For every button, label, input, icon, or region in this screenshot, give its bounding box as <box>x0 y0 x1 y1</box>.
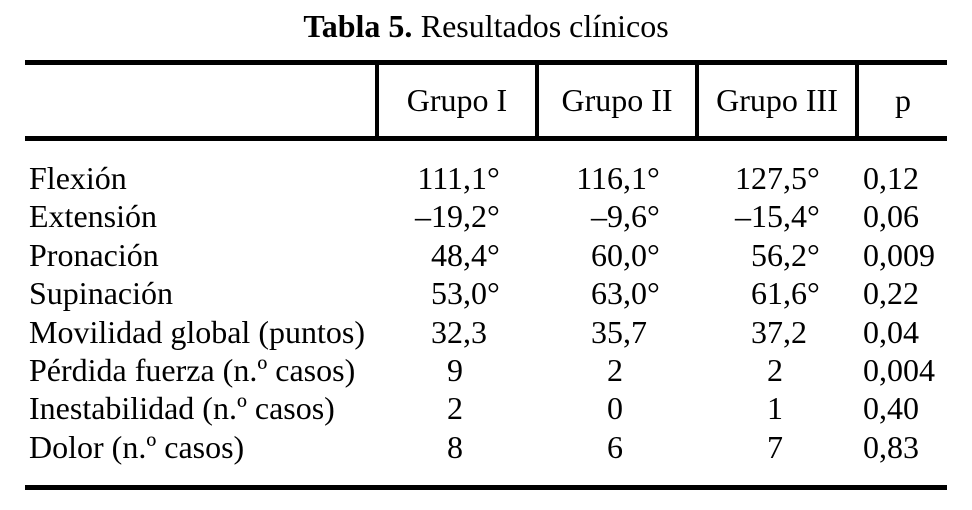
table-title-number: Tabla 5. <box>303 8 413 44</box>
header-cell-empty <box>25 65 375 136</box>
value-grupo-iii: 61,6° <box>751 275 820 312</box>
header-cell-grupo-i: Grupo I <box>375 65 535 136</box>
value-grupo-iii: 1 <box>767 390 783 427</box>
table-row-dolor: Dolor (n.º casos) 8 6 7 0,83 <box>25 428 947 466</box>
table-bottom-rule <box>25 485 947 490</box>
table-top-rule <box>25 60 947 65</box>
value-grupo-ii: 35,7 <box>591 313 647 350</box>
value-grupo-i: 8 <box>447 428 463 465</box>
table-header-row: Grupo I Grupo II Grupo III p <box>25 65 947 136</box>
value-grupo-i: 53,0° <box>431 275 500 312</box>
value-grupo-iii: 7 <box>767 428 783 465</box>
value-grupo-ii: 2 <box>607 351 623 388</box>
value-grupo-i: 2 <box>447 390 463 427</box>
value-grupo-iii: 37,2 <box>751 313 807 350</box>
value-grupo-iii: 127,5° <box>735 160 820 196</box>
value-p: 0,12 <box>863 160 919 196</box>
table-body: Flexión 111,1° 116,1° 127,5° 0,12 Extens… <box>25 141 947 466</box>
table-row-pronacion: Pronación 48,4° 60,0° 56,2° 0,009 <box>25 236 947 274</box>
value-grupo-ii: 63,0° <box>591 275 660 312</box>
value-grupo-i: –19,2° <box>415 198 500 235</box>
header-cell-grupo-ii: Grupo II <box>535 65 695 136</box>
value-grupo-ii: 0 <box>607 390 623 427</box>
table-row-extension: Extensión –19,2° –9,6° –15,4° 0,06 <box>25 197 947 235</box>
table-header-rule <box>25 136 947 141</box>
value-grupo-ii: 116,1° <box>576 160 660 196</box>
value-grupo-ii: –9,6° <box>591 198 660 235</box>
table-title: Tabla 5. Resultados clínicos <box>0 7 972 45</box>
table-row-flexion: Flexión 111,1° 116,1° 127,5° 0,12 <box>25 159 947 197</box>
row-label: Dolor (n.º casos) <box>29 428 245 465</box>
value-p: 0,004 <box>863 351 935 388</box>
row-label: Inestabilidad (n.º casos) <box>29 390 335 427</box>
value-grupo-iii: 2 <box>767 351 783 388</box>
value-p: 0,06 <box>863 198 919 235</box>
table-row-perdida-fuerza: Pérdida fuerza (n.º casos) 9 2 2 0,004 <box>25 351 947 389</box>
value-grupo-iii: 56,2° <box>751 236 820 273</box>
value-grupo-iii: –15,4° <box>735 198 820 235</box>
table-row-supinacion: Supinación 53,0° 63,0° 61,6° 0,22 <box>25 274 947 312</box>
value-grupo-i: 9 <box>447 351 463 388</box>
row-label: Movilidad global (puntos) <box>29 313 365 350</box>
table-row-movilidad-global: Movilidad global (puntos) 32,3 35,7 37,2… <box>25 313 947 351</box>
row-label: Pronación <box>29 236 159 273</box>
row-label: Extensión <box>29 198 157 235</box>
row-label: Flexión <box>29 160 127 196</box>
value-p: 0,04 <box>863 313 919 350</box>
value-grupo-ii: 6 <box>607 428 623 465</box>
row-label: Supinación <box>29 275 173 312</box>
value-grupo-i: 111,1° <box>417 160 500 196</box>
value-grupo-i: 32,3 <box>431 313 487 350</box>
header-cell-p: p <box>855 65 947 136</box>
header-cell-grupo-iii: Grupo III <box>695 65 855 136</box>
value-p: 0,009 <box>863 236 935 273</box>
row-label: Pérdida fuerza (n.º casos) <box>29 351 356 388</box>
value-grupo-ii: 60,0° <box>591 236 660 273</box>
value-p: 0,83 <box>863 428 919 465</box>
value-grupo-i: 48,4° <box>431 236 500 273</box>
value-p: 0,40 <box>863 390 919 427</box>
table-row-inestabilidad: Inestabilidad (n.º casos) 2 0 1 0,40 <box>25 389 947 427</box>
value-p: 0,22 <box>863 275 919 312</box>
table-title-text: Resultados clínicos <box>420 8 669 44</box>
